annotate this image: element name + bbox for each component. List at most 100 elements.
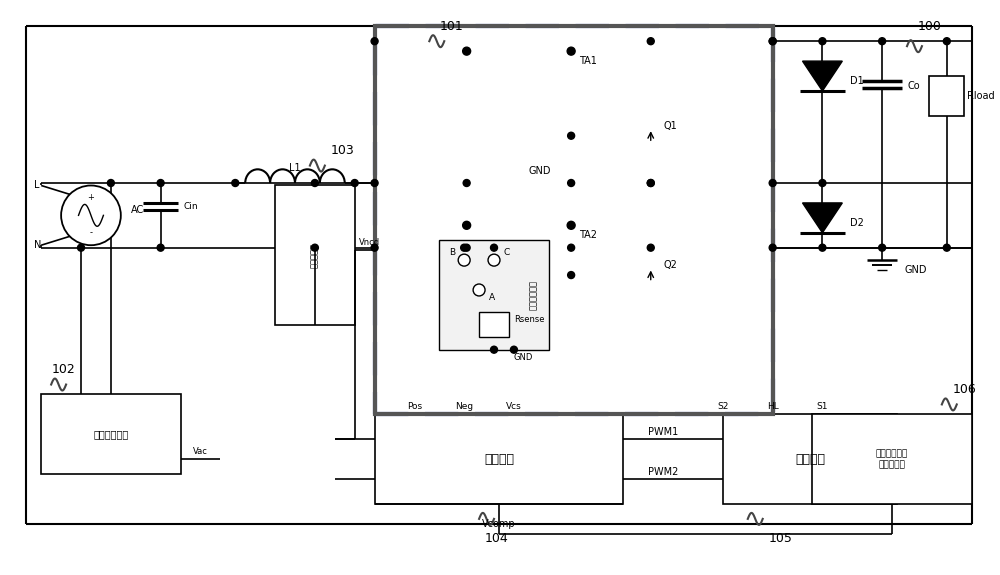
Text: Co: Co — [907, 81, 920, 91]
Text: -: - — [89, 228, 92, 237]
Circle shape — [491, 346, 497, 353]
FancyBboxPatch shape — [479, 312, 509, 338]
Circle shape — [567, 221, 575, 229]
Text: Neg: Neg — [455, 402, 473, 412]
Text: PWM2: PWM2 — [648, 466, 678, 477]
Circle shape — [463, 179, 470, 186]
Text: +: + — [88, 193, 94, 202]
Circle shape — [647, 38, 654, 45]
Circle shape — [458, 254, 470, 266]
Text: N: N — [34, 240, 41, 250]
Text: HL: HL — [767, 402, 779, 412]
Circle shape — [463, 47, 471, 55]
Circle shape — [647, 179, 654, 186]
Circle shape — [463, 221, 471, 229]
Text: Cin: Cin — [183, 202, 198, 211]
FancyBboxPatch shape — [929, 76, 964, 116]
Text: A: A — [488, 293, 495, 302]
Text: C: C — [503, 248, 510, 257]
Circle shape — [769, 244, 776, 251]
Text: 负电流检测: 负电流检测 — [310, 243, 319, 267]
Circle shape — [879, 38, 886, 45]
Text: S2: S2 — [717, 402, 729, 412]
Text: PWM1: PWM1 — [648, 427, 678, 437]
Circle shape — [78, 244, 84, 251]
Circle shape — [943, 244, 950, 251]
Circle shape — [488, 254, 500, 266]
Circle shape — [819, 244, 826, 251]
Circle shape — [647, 179, 654, 186]
Circle shape — [461, 244, 468, 251]
Circle shape — [473, 284, 485, 296]
Text: B: B — [449, 248, 455, 257]
Circle shape — [769, 38, 776, 45]
Text: 105: 105 — [768, 532, 792, 545]
Text: TA1: TA1 — [579, 56, 596, 66]
Polygon shape — [803, 203, 842, 233]
Text: Rload: Rload — [967, 91, 994, 101]
Text: GND: GND — [529, 166, 551, 175]
FancyBboxPatch shape — [812, 415, 972, 504]
FancyBboxPatch shape — [439, 240, 549, 350]
Text: Q1: Q1 — [663, 121, 677, 131]
Text: Pos: Pos — [407, 402, 422, 412]
Circle shape — [157, 179, 164, 186]
Circle shape — [943, 38, 950, 45]
Circle shape — [232, 179, 239, 186]
Text: 102: 102 — [52, 363, 75, 376]
Text: Q2: Q2 — [663, 260, 677, 270]
Circle shape — [351, 179, 358, 186]
Circle shape — [157, 244, 164, 251]
Circle shape — [819, 179, 826, 186]
Text: 106: 106 — [952, 383, 976, 396]
Text: 输入电压采样: 输入电压采样 — [93, 430, 128, 439]
Circle shape — [463, 244, 470, 251]
Circle shape — [647, 244, 654, 251]
Circle shape — [567, 47, 575, 55]
Circle shape — [879, 244, 886, 251]
Text: Vncd: Vncd — [359, 238, 380, 247]
Text: 逻辑控制: 逻辑控制 — [484, 453, 514, 466]
Circle shape — [568, 244, 575, 251]
Text: Vcs: Vcs — [506, 402, 522, 412]
Circle shape — [371, 244, 378, 251]
Circle shape — [769, 38, 776, 45]
Text: 101: 101 — [440, 20, 464, 33]
Text: D1: D1 — [850, 76, 864, 86]
Circle shape — [568, 132, 575, 139]
Circle shape — [568, 271, 575, 278]
Text: Vcomp: Vcomp — [482, 519, 516, 529]
Text: Vac: Vac — [193, 447, 208, 456]
Circle shape — [61, 186, 121, 245]
Circle shape — [311, 179, 318, 186]
Circle shape — [819, 38, 826, 45]
Text: 输出电压采样
和补偿网络: 输出电压采样 和补偿网络 — [876, 450, 908, 469]
FancyBboxPatch shape — [723, 415, 897, 504]
Text: S1: S1 — [817, 402, 828, 412]
Circle shape — [371, 38, 378, 45]
Circle shape — [568, 179, 575, 186]
Text: 100: 100 — [917, 20, 941, 33]
FancyBboxPatch shape — [41, 394, 181, 474]
Text: L1: L1 — [289, 163, 301, 173]
Circle shape — [491, 244, 497, 251]
Circle shape — [107, 179, 114, 186]
Text: GND: GND — [905, 265, 927, 275]
FancyBboxPatch shape — [375, 415, 623, 504]
FancyBboxPatch shape — [275, 186, 355, 325]
Circle shape — [311, 244, 318, 251]
FancyBboxPatch shape — [375, 26, 773, 415]
Text: 103: 103 — [330, 144, 354, 157]
Text: GND: GND — [514, 352, 533, 362]
Text: AC: AC — [131, 205, 144, 216]
Text: L: L — [34, 181, 39, 190]
Circle shape — [769, 179, 776, 186]
Circle shape — [371, 179, 378, 186]
Text: 104: 104 — [485, 532, 508, 545]
Text: Rsense: Rsense — [514, 315, 544, 324]
Text: 驱动电路: 驱动电路 — [795, 453, 825, 466]
Polygon shape — [803, 61, 842, 91]
Text: 信号选择单元: 信号选择单元 — [529, 280, 538, 310]
Text: TA2: TA2 — [579, 230, 597, 240]
Circle shape — [510, 346, 517, 353]
